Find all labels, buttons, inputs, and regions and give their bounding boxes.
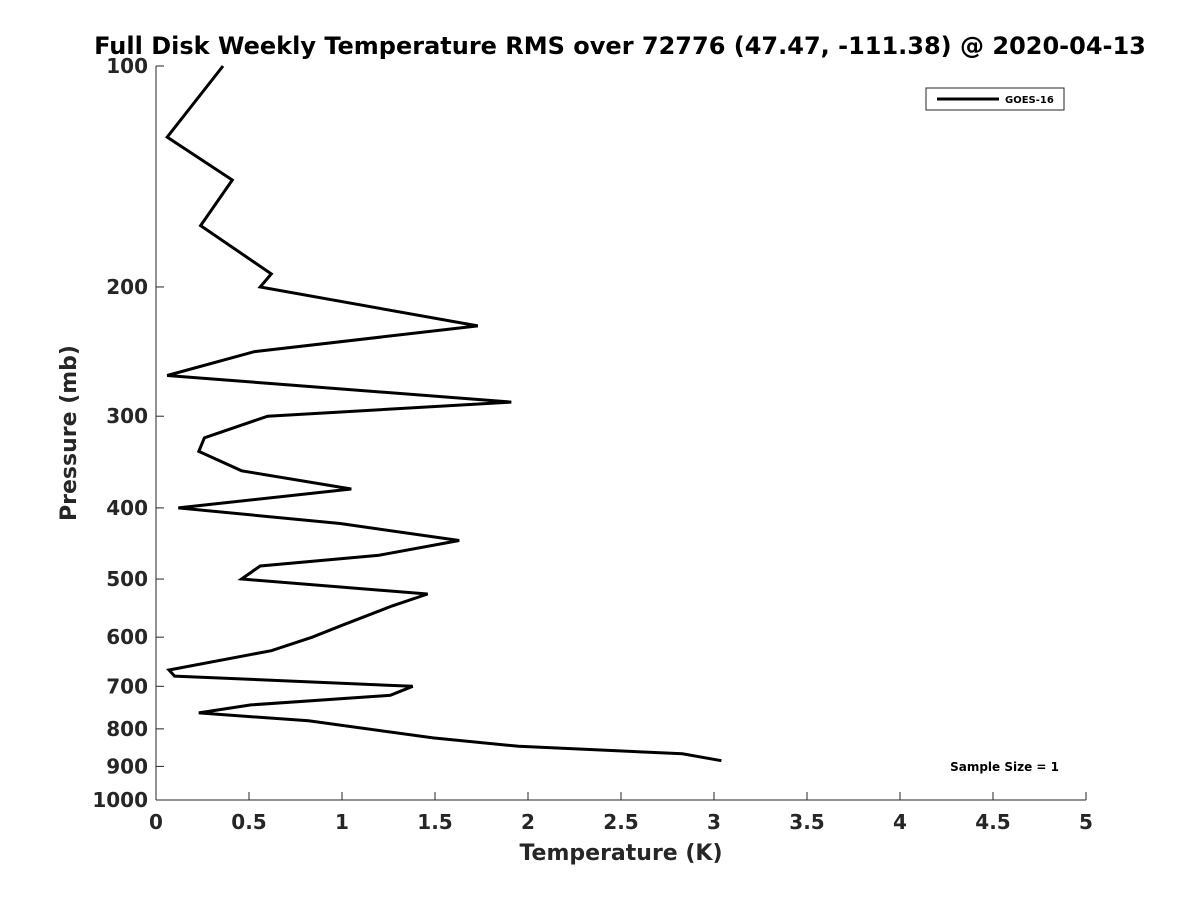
y-tick-label: 100 <box>106 54 148 78</box>
x-tick-label: 5 <box>1079 810 1093 834</box>
x-tick-label: 0.5 <box>231 810 266 834</box>
x-tick-label: 4 <box>893 810 907 834</box>
y-tick-label: 600 <box>106 625 148 649</box>
y-tick-label: 800 <box>106 717 148 741</box>
legend-label-goes-16: GOES-16 <box>1005 95 1054 106</box>
y-tick-label: 300 <box>106 404 148 428</box>
x-tick-label: 4.5 <box>975 810 1010 834</box>
sample-size-annotation: Sample Size = 1 <box>950 760 1059 774</box>
legend: GOES-16 <box>925 87 1065 111</box>
y-tick-label: 400 <box>106 496 148 520</box>
series-line-goes-16 <box>165 65 722 763</box>
x-tick-label: 3 <box>707 810 721 834</box>
y-tick-label: 1000 <box>92 788 148 812</box>
x-tick-label: 1 <box>335 810 349 834</box>
y-tick-label: 900 <box>106 754 148 778</box>
y-tick-label: 200 <box>106 275 148 299</box>
x-tick-label: 2 <box>521 810 535 834</box>
y-axis-label: Pressure (mb) <box>57 345 82 521</box>
x-tick-label: 1.5 <box>417 810 452 834</box>
y-tick-label: 500 <box>106 567 148 591</box>
x-tick-label: 3.5 <box>789 810 824 834</box>
y-tick-label: 700 <box>106 674 148 698</box>
x-ticks: 0 0.5 1 1.5 2 2.5 3 3.5 4 4.5 5 <box>149 792 1093 834</box>
x-tick-label: 2.5 <box>603 810 638 834</box>
plot-area: 0 0.5 1 1.5 2 2.5 3 3.5 4 4.5 5 100 200 300 400 500 600… <box>92 54 1093 834</box>
series-layer <box>165 65 722 763</box>
y-ticks: 100 200 300 400 500 600 700 800 900 1000 <box>92 54 164 812</box>
chart-title: Full Disk Weekly Temperature RMS over 72… <box>94 32 1146 60</box>
x-tick-label: 0 <box>149 810 163 834</box>
x-axis-label: Temperature (K) <box>519 841 722 866</box>
